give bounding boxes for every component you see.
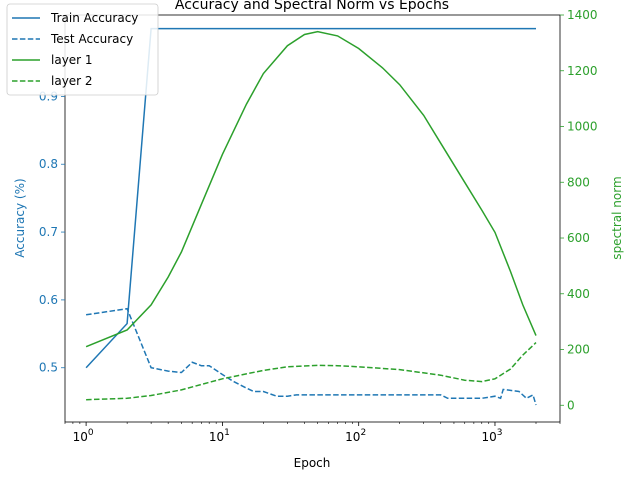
- x-tick-exponent: 2: [360, 428, 366, 438]
- y-right-axis-ticks: 0 200 400 600 800 1000 1200 1400: [560, 8, 598, 412]
- series-line-1: [85, 27, 536, 369]
- chart-title: Accuracy and Spectral Norm vs Epochs: [175, 0, 449, 13]
- y-right-tick-label: 800: [567, 175, 590, 189]
- y-right-tick-label: 200: [567, 343, 590, 357]
- y-left-axis-ticks: 0.50.60.70.80.9: [39, 89, 65, 375]
- series-line-3: [85, 30, 537, 348]
- x-tick-exponent: 3: [497, 428, 503, 438]
- plot-frame: [64, 14, 561, 423]
- x-tick-label: 102: [345, 428, 366, 444]
- x-axis-ticks: 100 101 102 103: [64, 422, 561, 444]
- series-line-2: [85, 307, 537, 406]
- legend-label: Test Accuracy: [50, 32, 133, 46]
- x-tick-label: 100: [73, 428, 94, 444]
- y-left-tick-label: 0.6: [39, 293, 58, 307]
- legend-label: layer 2: [51, 74, 93, 88]
- x-tick-exponent: 1: [224, 428, 230, 438]
- y-left-axis-label: Accuracy (%): [13, 178, 27, 257]
- y-left-tick-label: 0.5: [39, 361, 58, 375]
- x-axis-label: Epoch: [294, 456, 331, 470]
- legend: Train Accuracy Test Accuracy layer 1 layer …: [6, 3, 159, 96]
- plot-area: [85, 27, 537, 406]
- y-right-tick-label: 1000: [567, 120, 598, 134]
- x-tick-label: 101: [209, 428, 230, 444]
- y-right-tick-label: 400: [567, 287, 590, 301]
- y-right-tick-label: 1400: [567, 8, 598, 22]
- legend-box: [6, 3, 159, 96]
- legend-label: layer 1: [51, 53, 93, 67]
- y-left-tick-label: 0.7: [39, 225, 58, 239]
- y-right-tick-label: 1200: [567, 64, 598, 78]
- series-line-4: [86, 342, 537, 401]
- y-right-axis-label: spectral norm: [610, 176, 624, 259]
- y-right-tick-label: 0: [567, 398, 575, 412]
- y-right-tick-label: 600: [567, 231, 590, 245]
- x-tick-exponent: 0: [88, 428, 94, 438]
- legend-label: Train Accuracy: [50, 11, 138, 25]
- y-left-tick-label: 0.8: [39, 157, 58, 171]
- x-tick-label: 103: [481, 428, 502, 444]
